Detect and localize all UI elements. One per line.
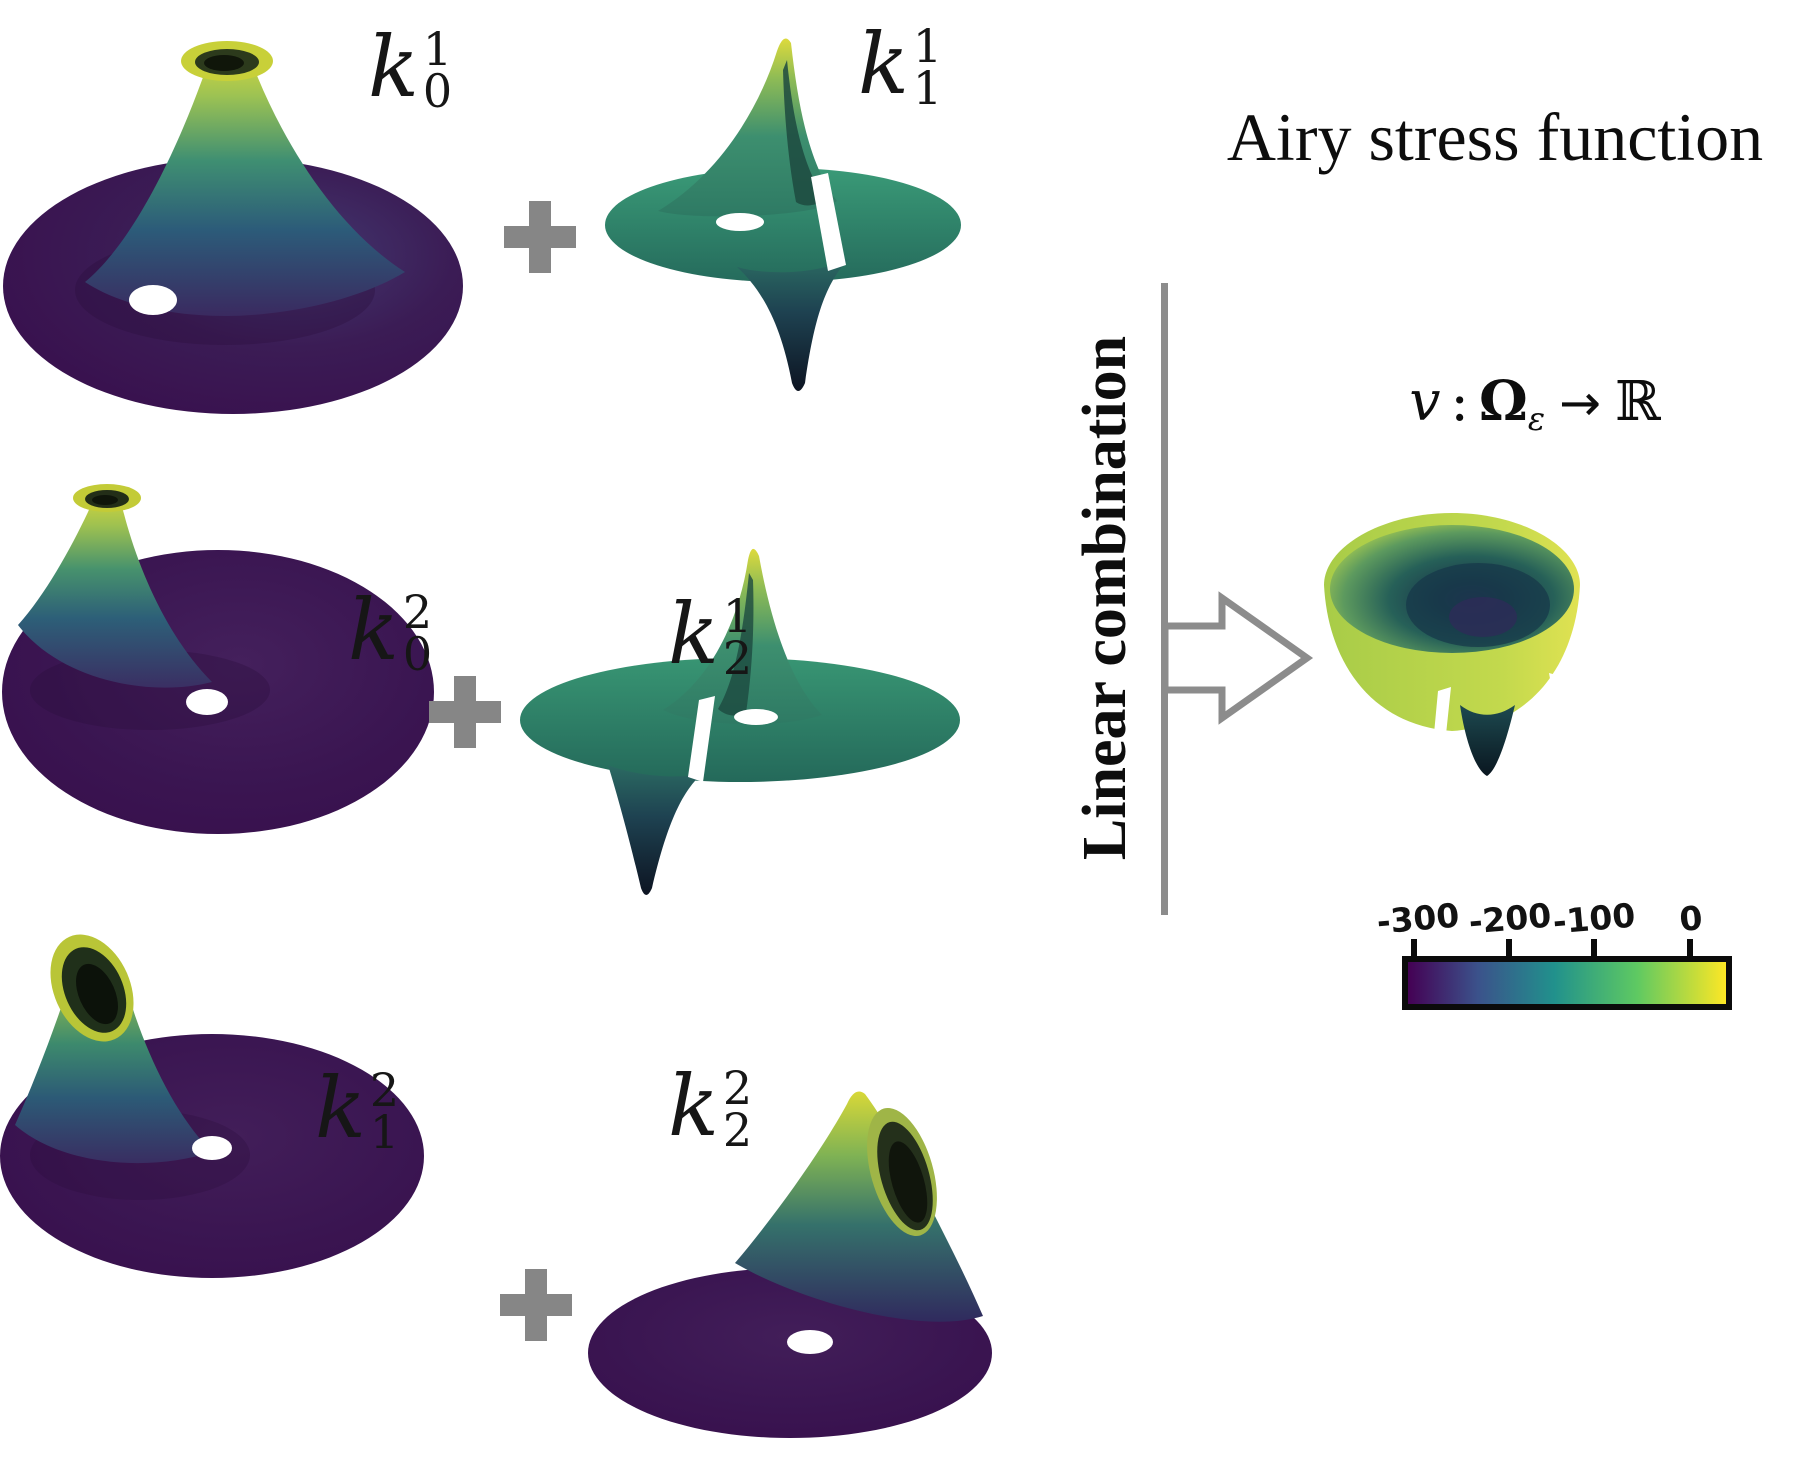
label-k01-superscript: 1 bbox=[422, 22, 453, 76]
colorbar-tick-mark bbox=[1506, 939, 1512, 956]
label-k11-superscript: 1 bbox=[912, 19, 943, 73]
surface-plot-k22 bbox=[500, 928, 996, 1461]
surface-plot-k21 bbox=[515, 528, 965, 913]
plus-icon-row1 bbox=[504, 201, 576, 273]
colorbar-tick-label-3: 0 bbox=[1677, 898, 1705, 939]
surface-plot-result bbox=[1320, 505, 1585, 790]
figure-title: Airy stress function bbox=[1226, 99, 1764, 175]
label-k02-base: k bbox=[348, 581, 399, 679]
surface-plot-k12 bbox=[0, 920, 440, 1280]
label-k12-subscript: 1 bbox=[369, 1105, 400, 1160]
label-k21-superscript: 1 bbox=[722, 589, 753, 643]
colorbar-tick-mark bbox=[1687, 939, 1693, 956]
mapping-function: v bbox=[1409, 369, 1441, 433]
label-k01-subscript: 0 bbox=[422, 64, 453, 119]
colorbar-tick-label-2: -100 bbox=[1551, 895, 1637, 942]
surface-plot-k02 bbox=[0, 440, 440, 840]
label-k01-base: k bbox=[368, 18, 419, 116]
colorbar-tick-mark bbox=[1591, 939, 1597, 956]
surface-plot-k01 bbox=[0, 0, 466, 420]
label-k21-base: k bbox=[668, 585, 719, 683]
mapping-domain-subscript: ε bbox=[1527, 400, 1546, 438]
colorbar-gradient bbox=[1402, 956, 1732, 1010]
colorbar-tick-mark bbox=[1411, 939, 1417, 956]
block-arrow-icon bbox=[1161, 591, 1314, 725]
label-k11-base: k bbox=[858, 15, 909, 113]
flow-label: Linear combination bbox=[1071, 335, 1139, 861]
plus-icon-row2 bbox=[429, 676, 501, 748]
label-k12-base: k bbox=[315, 1059, 366, 1157]
label-k22-subscript: 2 bbox=[722, 1103, 753, 1158]
label-k02-subscript: 0 bbox=[402, 627, 433, 682]
label-k12-superscript: 2 bbox=[369, 1063, 400, 1117]
flow-line bbox=[1161, 283, 1168, 915]
label-k21-subscript: 2 bbox=[722, 631, 753, 686]
label-k11-subscript: 1 bbox=[912, 61, 943, 116]
plus-icon-row3 bbox=[500, 1269, 572, 1341]
label-k22-superscript: 2 bbox=[722, 1061, 753, 1115]
mapping-label: v: Ωε → ℝ bbox=[1330, 368, 1740, 438]
mapping-colon: : bbox=[1450, 369, 1469, 433]
label-k02-superscript: 2 bbox=[402, 585, 433, 639]
mapping-arrow: → bbox=[1559, 374, 1601, 432]
surface-plot-k11 bbox=[515, 15, 970, 410]
mapping-codomain: ℝ bbox=[1614, 369, 1661, 433]
label-k22-base: k bbox=[668, 1057, 719, 1155]
mapping-domain: Ω bbox=[1478, 368, 1528, 433]
